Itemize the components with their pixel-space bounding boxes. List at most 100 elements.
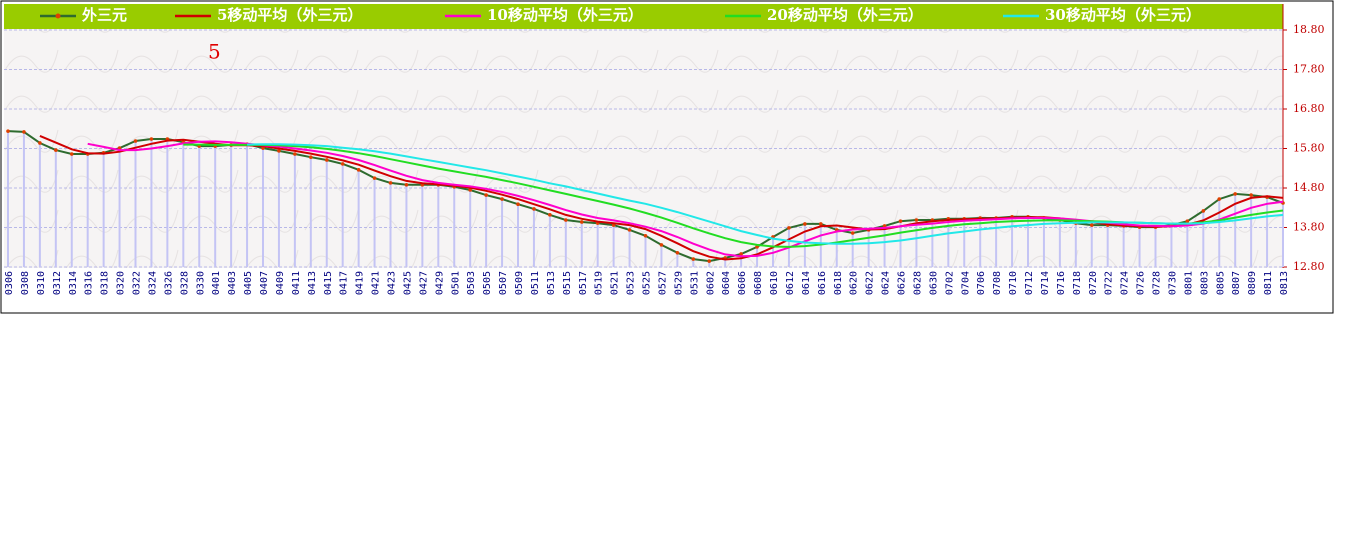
x-tick-label: 0419 — [355, 271, 366, 295]
x-tick-label: 0606 — [737, 271, 748, 295]
marker — [133, 139, 138, 143]
marker — [277, 149, 281, 153]
x-tick-label: 0519 — [594, 271, 605, 295]
x-tick-label: 0716 — [1056, 271, 1067, 295]
x-tick-label: 0413 — [307, 271, 318, 295]
x-tick-label: 0429 — [434, 271, 445, 295]
x-tick-label: 0427 — [418, 271, 429, 295]
marker — [1089, 223, 1094, 227]
x-tick-label: 0728 — [1152, 271, 1163, 295]
x-tick-label: 0312 — [52, 271, 63, 295]
marker — [6, 129, 10, 133]
x-tick-label: 0624 — [881, 271, 892, 295]
marker — [38, 141, 42, 145]
marker — [484, 193, 488, 197]
marker — [54, 148, 58, 152]
marker — [293, 152, 297, 156]
x-tick-label: 0720 — [1088, 271, 1099, 295]
x-tick-label: 0324 — [147, 271, 158, 295]
x-tick-label: 0421 — [371, 271, 382, 295]
x-tick-label: 0704 — [960, 271, 971, 295]
x-tick-label: 0521 — [610, 271, 621, 295]
y-tick-label: 12.80 — [1293, 260, 1325, 273]
x-tick-label: 0515 — [562, 271, 573, 295]
marker — [914, 218, 919, 222]
x-tick-label: 0513 — [546, 271, 557, 295]
marker — [898, 219, 903, 223]
legend-label: 5移动平均（外三元） — [217, 6, 362, 24]
marker — [691, 257, 696, 261]
x-tick-label: 0702 — [944, 271, 955, 295]
marker — [1201, 209, 1206, 213]
x-tick-label: 0306 — [4, 271, 15, 295]
x-tick-label: 0724 — [1120, 271, 1131, 295]
marker — [1249, 193, 1253, 197]
y-tick-label: 14.80 — [1293, 181, 1325, 194]
x-tick-label: 0531 — [689, 271, 700, 295]
x-tick-label: 0712 — [1024, 271, 1035, 295]
marker — [548, 213, 552, 217]
x-tick-label: 0405 — [243, 271, 254, 295]
x-tick-label: 0616 — [817, 271, 828, 295]
x-tick-label: 0714 — [1040, 271, 1051, 295]
marker — [340, 162, 345, 166]
y-tick-label: 13.80 — [1293, 221, 1325, 234]
marker — [675, 250, 680, 255]
marker — [1217, 197, 1222, 201]
marker — [850, 231, 855, 235]
marker — [309, 155, 313, 159]
marker — [659, 243, 664, 247]
x-tick-label: 0527 — [657, 271, 668, 295]
x-tick-label: 0316 — [84, 271, 95, 295]
marker — [564, 218, 568, 222]
x-tick-label: 0415 — [323, 271, 334, 295]
x-tick-label: 0718 — [1072, 271, 1083, 295]
marker — [643, 233, 648, 238]
x-tick-label: 0517 — [578, 271, 589, 295]
marker — [324, 158, 329, 162]
x-tick-label: 0626 — [897, 271, 908, 295]
x-tick-label: 0330 — [195, 271, 206, 295]
x-tick-label: 0620 — [849, 271, 860, 295]
x-tick-label: 0328 — [179, 271, 190, 295]
x-tick-label: 0805 — [1215, 271, 1226, 295]
x-tick-label: 0308 — [20, 271, 31, 295]
marker — [69, 152, 74, 156]
y-tick-label: 16.80 — [1293, 102, 1325, 115]
x-tick-label: 0708 — [992, 271, 1003, 295]
marker — [500, 197, 504, 201]
x-tick-label: 0505 — [482, 271, 493, 295]
x-tick-label: 0730 — [1167, 271, 1178, 295]
marker — [22, 130, 26, 134]
x-tick-label: 0529 — [673, 271, 684, 295]
series-line — [247, 143, 1284, 245]
x-tick-label: 0507 — [498, 271, 509, 295]
x-tick-label: 0318 — [100, 271, 111, 295]
marker — [819, 222, 823, 226]
legend-bar — [4, 4, 1283, 29]
x-tick-label: 0801 — [1183, 271, 1194, 295]
legend-marker — [55, 13, 61, 19]
marker — [707, 259, 712, 263]
x-tick-label: 0501 — [450, 271, 461, 295]
x-tick-label: 0322 — [132, 271, 143, 295]
x-tick-label: 0807 — [1231, 271, 1242, 295]
marker — [356, 168, 361, 172]
x-tick-label: 0511 — [530, 271, 541, 295]
x-tick-label: 0401 — [211, 271, 222, 295]
marker — [787, 226, 791, 230]
x-tick-label: 0602 — [705, 271, 716, 295]
x-tick-label: 0618 — [833, 271, 844, 295]
x-tick-label: 0326 — [163, 271, 174, 295]
legend-label: 30移动平均（外三元） — [1045, 6, 1201, 24]
legend-label: 20移动平均（外三元） — [767, 6, 923, 24]
x-tick-label: 0803 — [1199, 271, 1210, 295]
y-tick-label: 18.80 — [1293, 23, 1325, 36]
marker — [372, 176, 377, 180]
x-tick-label: 0608 — [753, 271, 764, 295]
marker — [468, 188, 472, 192]
x-tick-label: 0417 — [339, 271, 350, 295]
x-tick-label: 0710 — [1008, 271, 1019, 295]
legend-label: 10移动平均（外三元） — [487, 6, 643, 24]
x-tick-label: 0411 — [291, 271, 302, 295]
